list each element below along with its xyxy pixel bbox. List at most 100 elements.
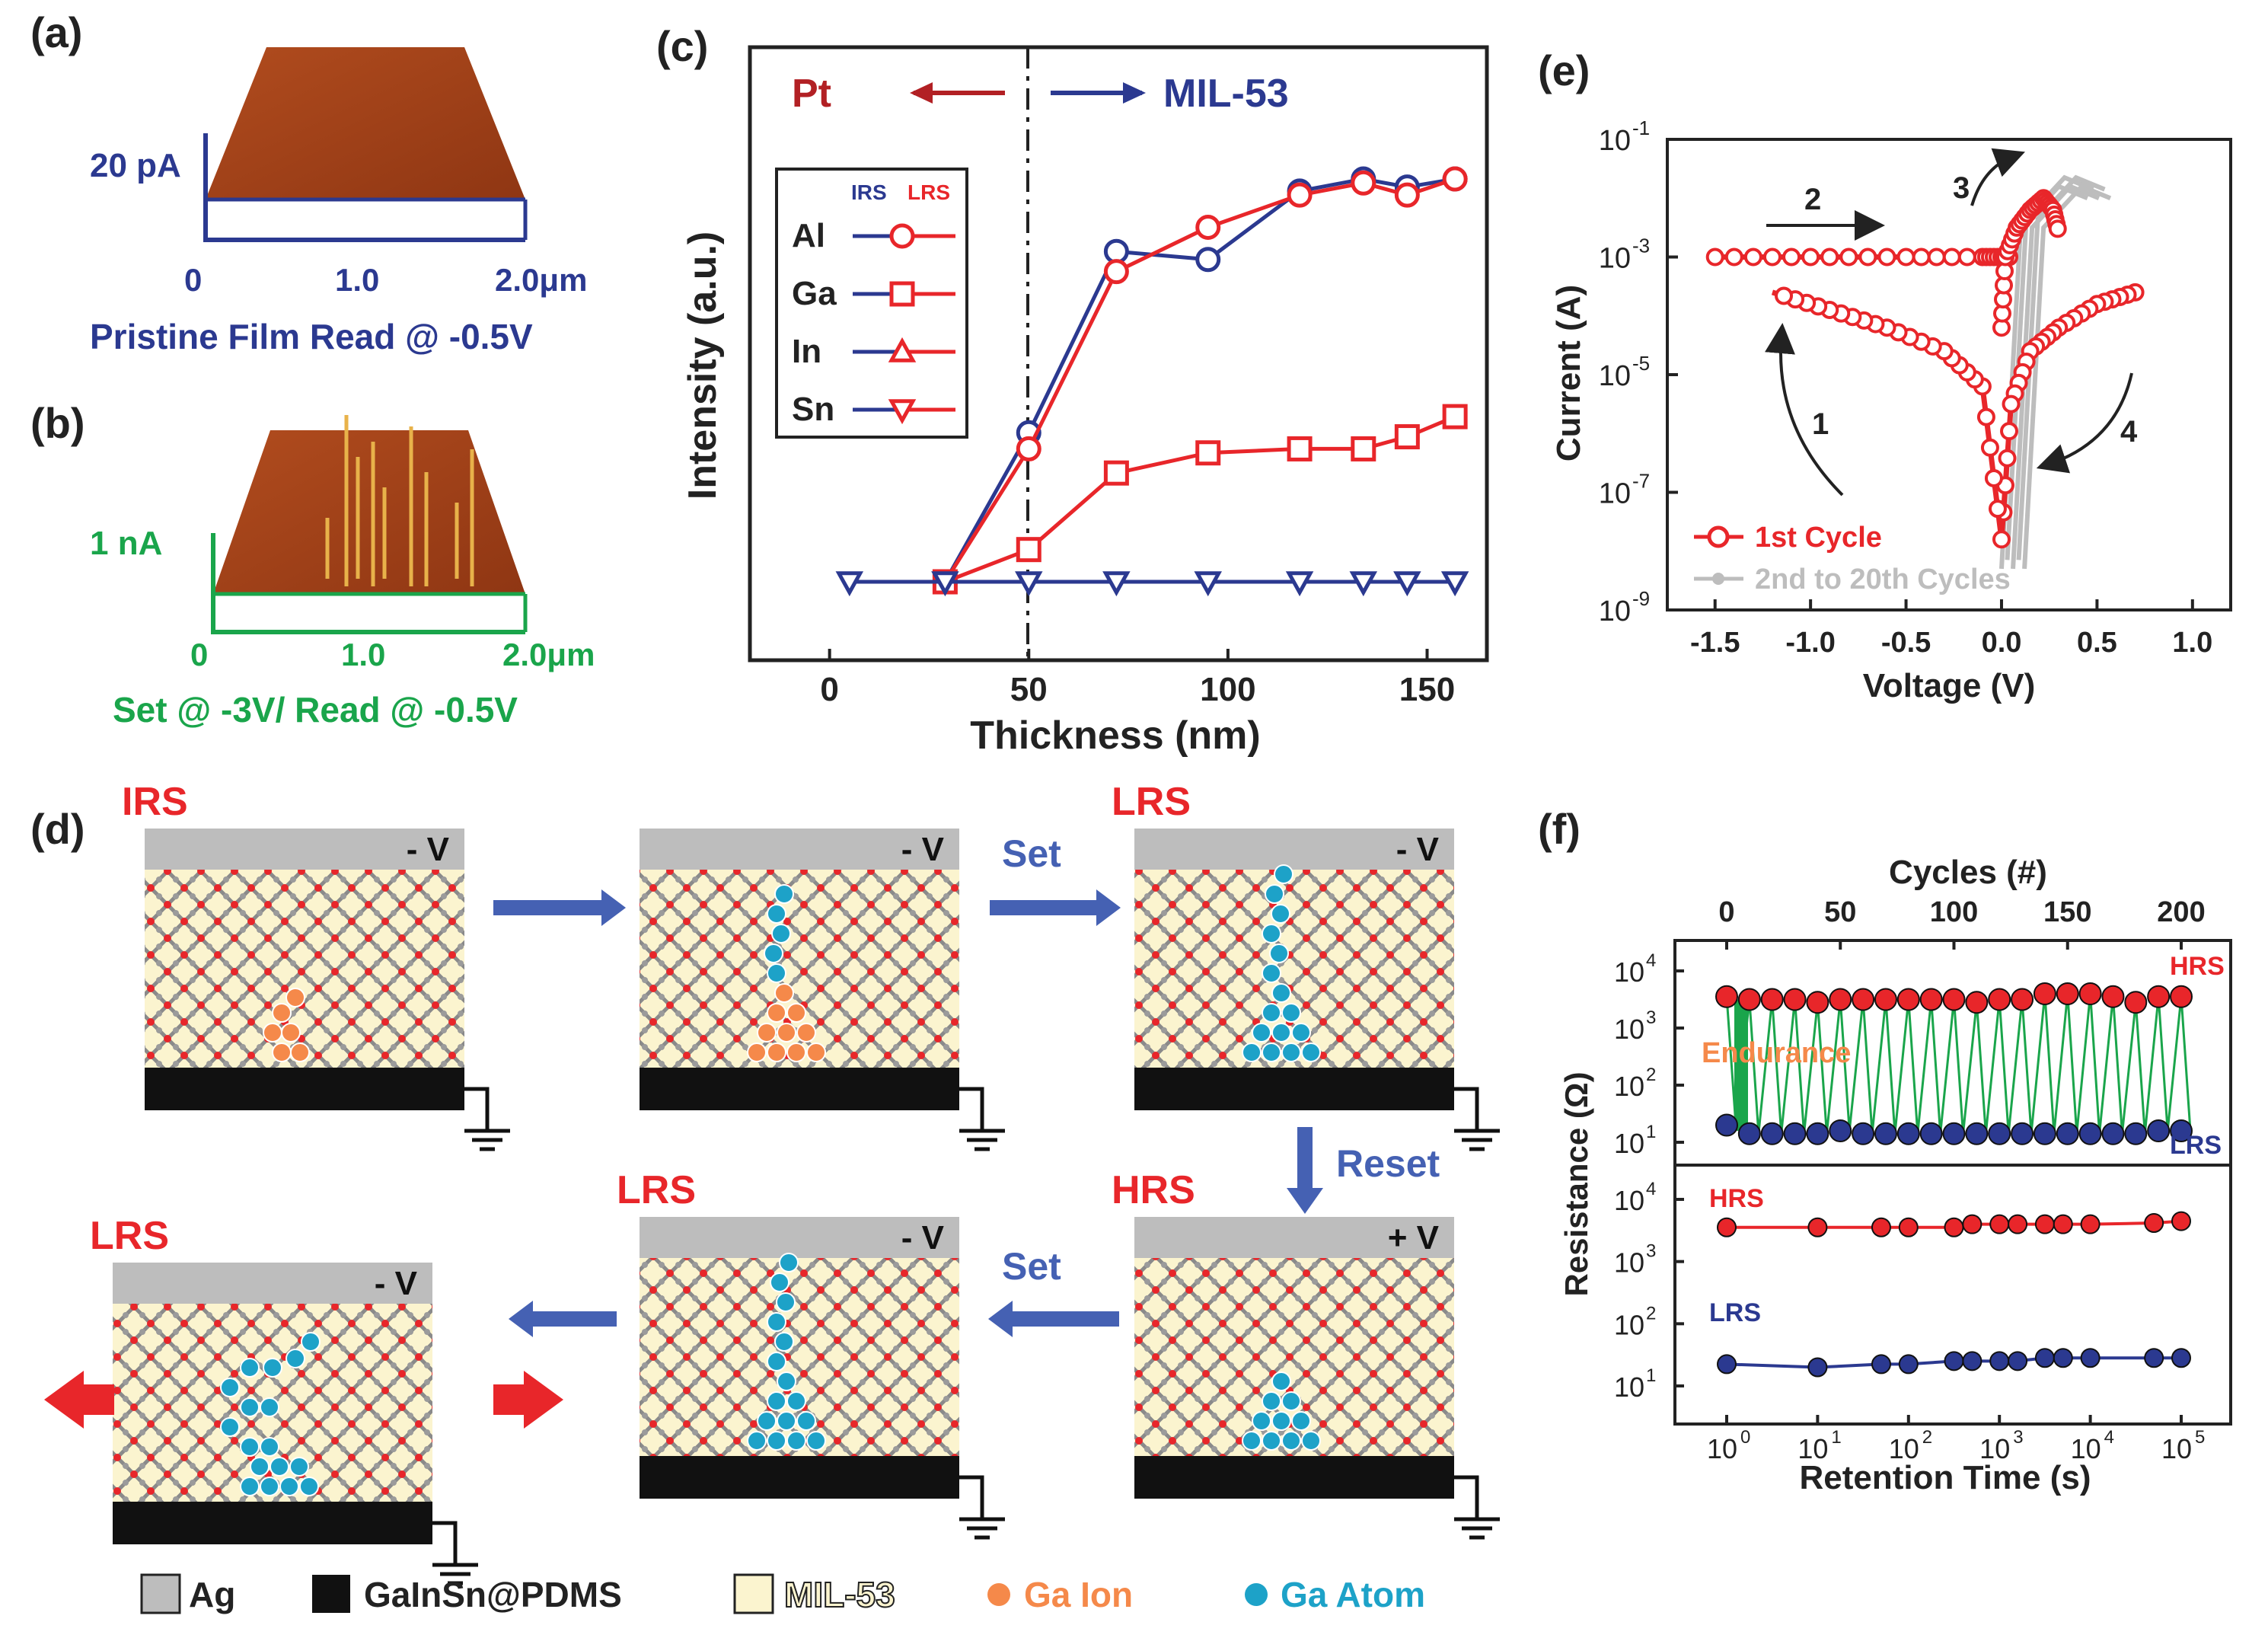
data-point-2-7 bbox=[1442, 404, 1468, 429]
endurance-point-0-19 bbox=[2147, 985, 2171, 1008]
xlabel-e: Voltage (V) bbox=[1863, 667, 2036, 704]
ga-atom-1-14 bbox=[774, 884, 794, 904]
retention-point-0-11 bbox=[2144, 1213, 2164, 1234]
xtick-label-f-top-1: 50 bbox=[1824, 896, 1856, 928]
e-point-0-2-6 bbox=[1942, 247, 1961, 267]
xtick-exp-f-bot-1: 1 bbox=[1831, 1427, 1841, 1448]
state-label-4: LRS bbox=[617, 1168, 696, 1212]
ytick-exp-e-2: -5 bbox=[1632, 352, 1650, 375]
e-point-2-4-0 bbox=[2002, 394, 2021, 413]
ga-atom-4-15 bbox=[779, 1253, 799, 1272]
ga-atom-1-13 bbox=[767, 904, 786, 924]
tick-b-1: 1.0 bbox=[341, 637, 385, 672]
data-point-3-8 bbox=[1440, 571, 1469, 597]
endurance-point-1-3 bbox=[1783, 1122, 1807, 1145]
step-label-2: 2 bbox=[1804, 183, 1821, 216]
ga-atom-2-9 bbox=[1271, 983, 1291, 1003]
e-point-3-4-8 bbox=[1775, 286, 1794, 305]
device-cell-5: - V LRS bbox=[90, 1214, 478, 1585]
retention-point-1-5 bbox=[1962, 1351, 1983, 1371]
gray-cycle-4 bbox=[2022, 184, 2112, 570]
legend-ga-atom: Ga Atom bbox=[1281, 1575, 1425, 1614]
e-point-0-0-2 bbox=[1724, 247, 1743, 267]
ga-ion-1-8 bbox=[767, 1003, 786, 1023]
ga-atom-5-12 bbox=[220, 1378, 240, 1397]
legend-d: Ag GaInSn@PDMS MIL-53 Ga Ion Ga Atom bbox=[140, 1573, 1425, 1615]
electrode-ag-1 bbox=[640, 829, 959, 870]
endurance-point-0-20 bbox=[2170, 985, 2193, 1008]
ga-atom-5-3 bbox=[299, 1477, 319, 1496]
ga-atom-2-10 bbox=[1262, 963, 1281, 983]
endurance-point-1-11 bbox=[1965, 1122, 1989, 1145]
legend-swatch-ag bbox=[140, 1573, 181, 1614]
ga-atom-3-1 bbox=[1262, 1431, 1281, 1451]
endurance-point-1-1 bbox=[1737, 1122, 1761, 1145]
tick-a-1: 1.0 bbox=[335, 262, 379, 298]
e-point-2-4-2 bbox=[2000, 422, 2019, 441]
e-point-3-0-8 bbox=[1976, 407, 1995, 426]
endurance-point-0-11 bbox=[1965, 991, 1989, 1014]
endurance-point-1-0 bbox=[1715, 1113, 1738, 1137]
arrow-left-label: Pt bbox=[792, 72, 831, 116]
scale-label-a: 20 pA bbox=[90, 147, 181, 184]
xtick-base-f-bot-4: 10 bbox=[2071, 1433, 2101, 1464]
legend-c-label-2: In bbox=[792, 333, 821, 370]
electrode-gainsn-2 bbox=[1134, 1068, 1454, 1110]
retention-point-0-5 bbox=[1962, 1214, 1983, 1234]
xtick-label-e-1: -1.0 bbox=[1785, 627, 1835, 659]
expand-arrow-right bbox=[493, 1371, 563, 1429]
retention-point-1-7 bbox=[2008, 1351, 2028, 1371]
ga-atom-5-16 bbox=[301, 1332, 321, 1352]
e-point-0-0-6 bbox=[1762, 247, 1782, 267]
data-point-0-3 bbox=[1195, 247, 1221, 273]
gray-cycle-3 bbox=[2016, 174, 2106, 560]
ga-ion-1-0 bbox=[767, 1043, 786, 1062]
retention-point-0-8 bbox=[2034, 1214, 2055, 1234]
ga-atom-2-4 bbox=[1252, 1023, 1271, 1043]
panel-a: (a) 20 pA 0 1.0 2.0μm Pristine Film Read… bbox=[30, 8, 587, 356]
process-arrows bbox=[493, 889, 1323, 1337]
xtick-label-e-2: -0.5 bbox=[1881, 627, 1931, 659]
series-line-1 bbox=[943, 177, 1456, 583]
electrode-ag-2 bbox=[1134, 829, 1454, 870]
xtick-exp-f-bot-5: 5 bbox=[2195, 1427, 2205, 1448]
xtick-base-f-bot-2: 10 bbox=[1889, 1433, 1919, 1464]
xtick-base-f-bot-3: 10 bbox=[1979, 1433, 2010, 1464]
xtick-label-c-1: 50 bbox=[1010, 671, 1048, 708]
ga-ion-0-3 bbox=[263, 1023, 282, 1043]
retention-point-0-4 bbox=[1944, 1217, 1964, 1237]
ga-atom-2-3 bbox=[1301, 1043, 1321, 1062]
electrode-ag-0 bbox=[145, 829, 464, 870]
arrow-label-set-2: Set bbox=[1002, 1245, 1061, 1288]
ytick-exp-f-top-0: 1 bbox=[1646, 1122, 1656, 1142]
endurance-point-0-6 bbox=[1852, 988, 1875, 1011]
state-label-0: IRS bbox=[122, 780, 188, 824]
retention-point-0-0 bbox=[1717, 1217, 1737, 1237]
electrode-ag-3 bbox=[1134, 1217, 1454, 1258]
f-bottom-hrs: HRS bbox=[1709, 1184, 1764, 1213]
data-point-3-7 bbox=[1393, 571, 1421, 597]
endurance-bar bbox=[1734, 999, 1748, 1131]
endurance-point-0-18 bbox=[2124, 991, 2148, 1014]
endurance-point-0-7 bbox=[1874, 988, 1897, 1011]
endurance-point-0-1 bbox=[1737, 988, 1761, 1011]
ga-atom-5-7 bbox=[260, 1437, 279, 1457]
endurance-point-1-18 bbox=[2124, 1122, 2148, 1145]
e-point-0-2-8 bbox=[1957, 247, 1976, 267]
electrode-gainsn-4 bbox=[640, 1456, 959, 1499]
scale-label-b: 1 nA bbox=[90, 525, 162, 562]
ga-atom-5-5 bbox=[270, 1457, 289, 1477]
ga-ion-1-2 bbox=[806, 1043, 826, 1062]
state-label-2: LRS bbox=[1112, 780, 1191, 824]
endurance-point-0-14 bbox=[2033, 982, 2056, 1005]
ytick-base-e-1: 10 bbox=[1599, 478, 1631, 510]
ga-atom-2-6 bbox=[1291, 1023, 1311, 1043]
ga-atom-2-7 bbox=[1262, 1003, 1281, 1023]
ga-atom-4-4 bbox=[757, 1411, 777, 1431]
arrow-right-head bbox=[1123, 82, 1146, 104]
e-point-2-4-4 bbox=[1998, 449, 2017, 468]
electrode-gainsn-5 bbox=[113, 1502, 432, 1544]
ytick-base-f-bot-0: 10 bbox=[1614, 1371, 1644, 1403]
ga-atom-1-12 bbox=[771, 924, 791, 944]
